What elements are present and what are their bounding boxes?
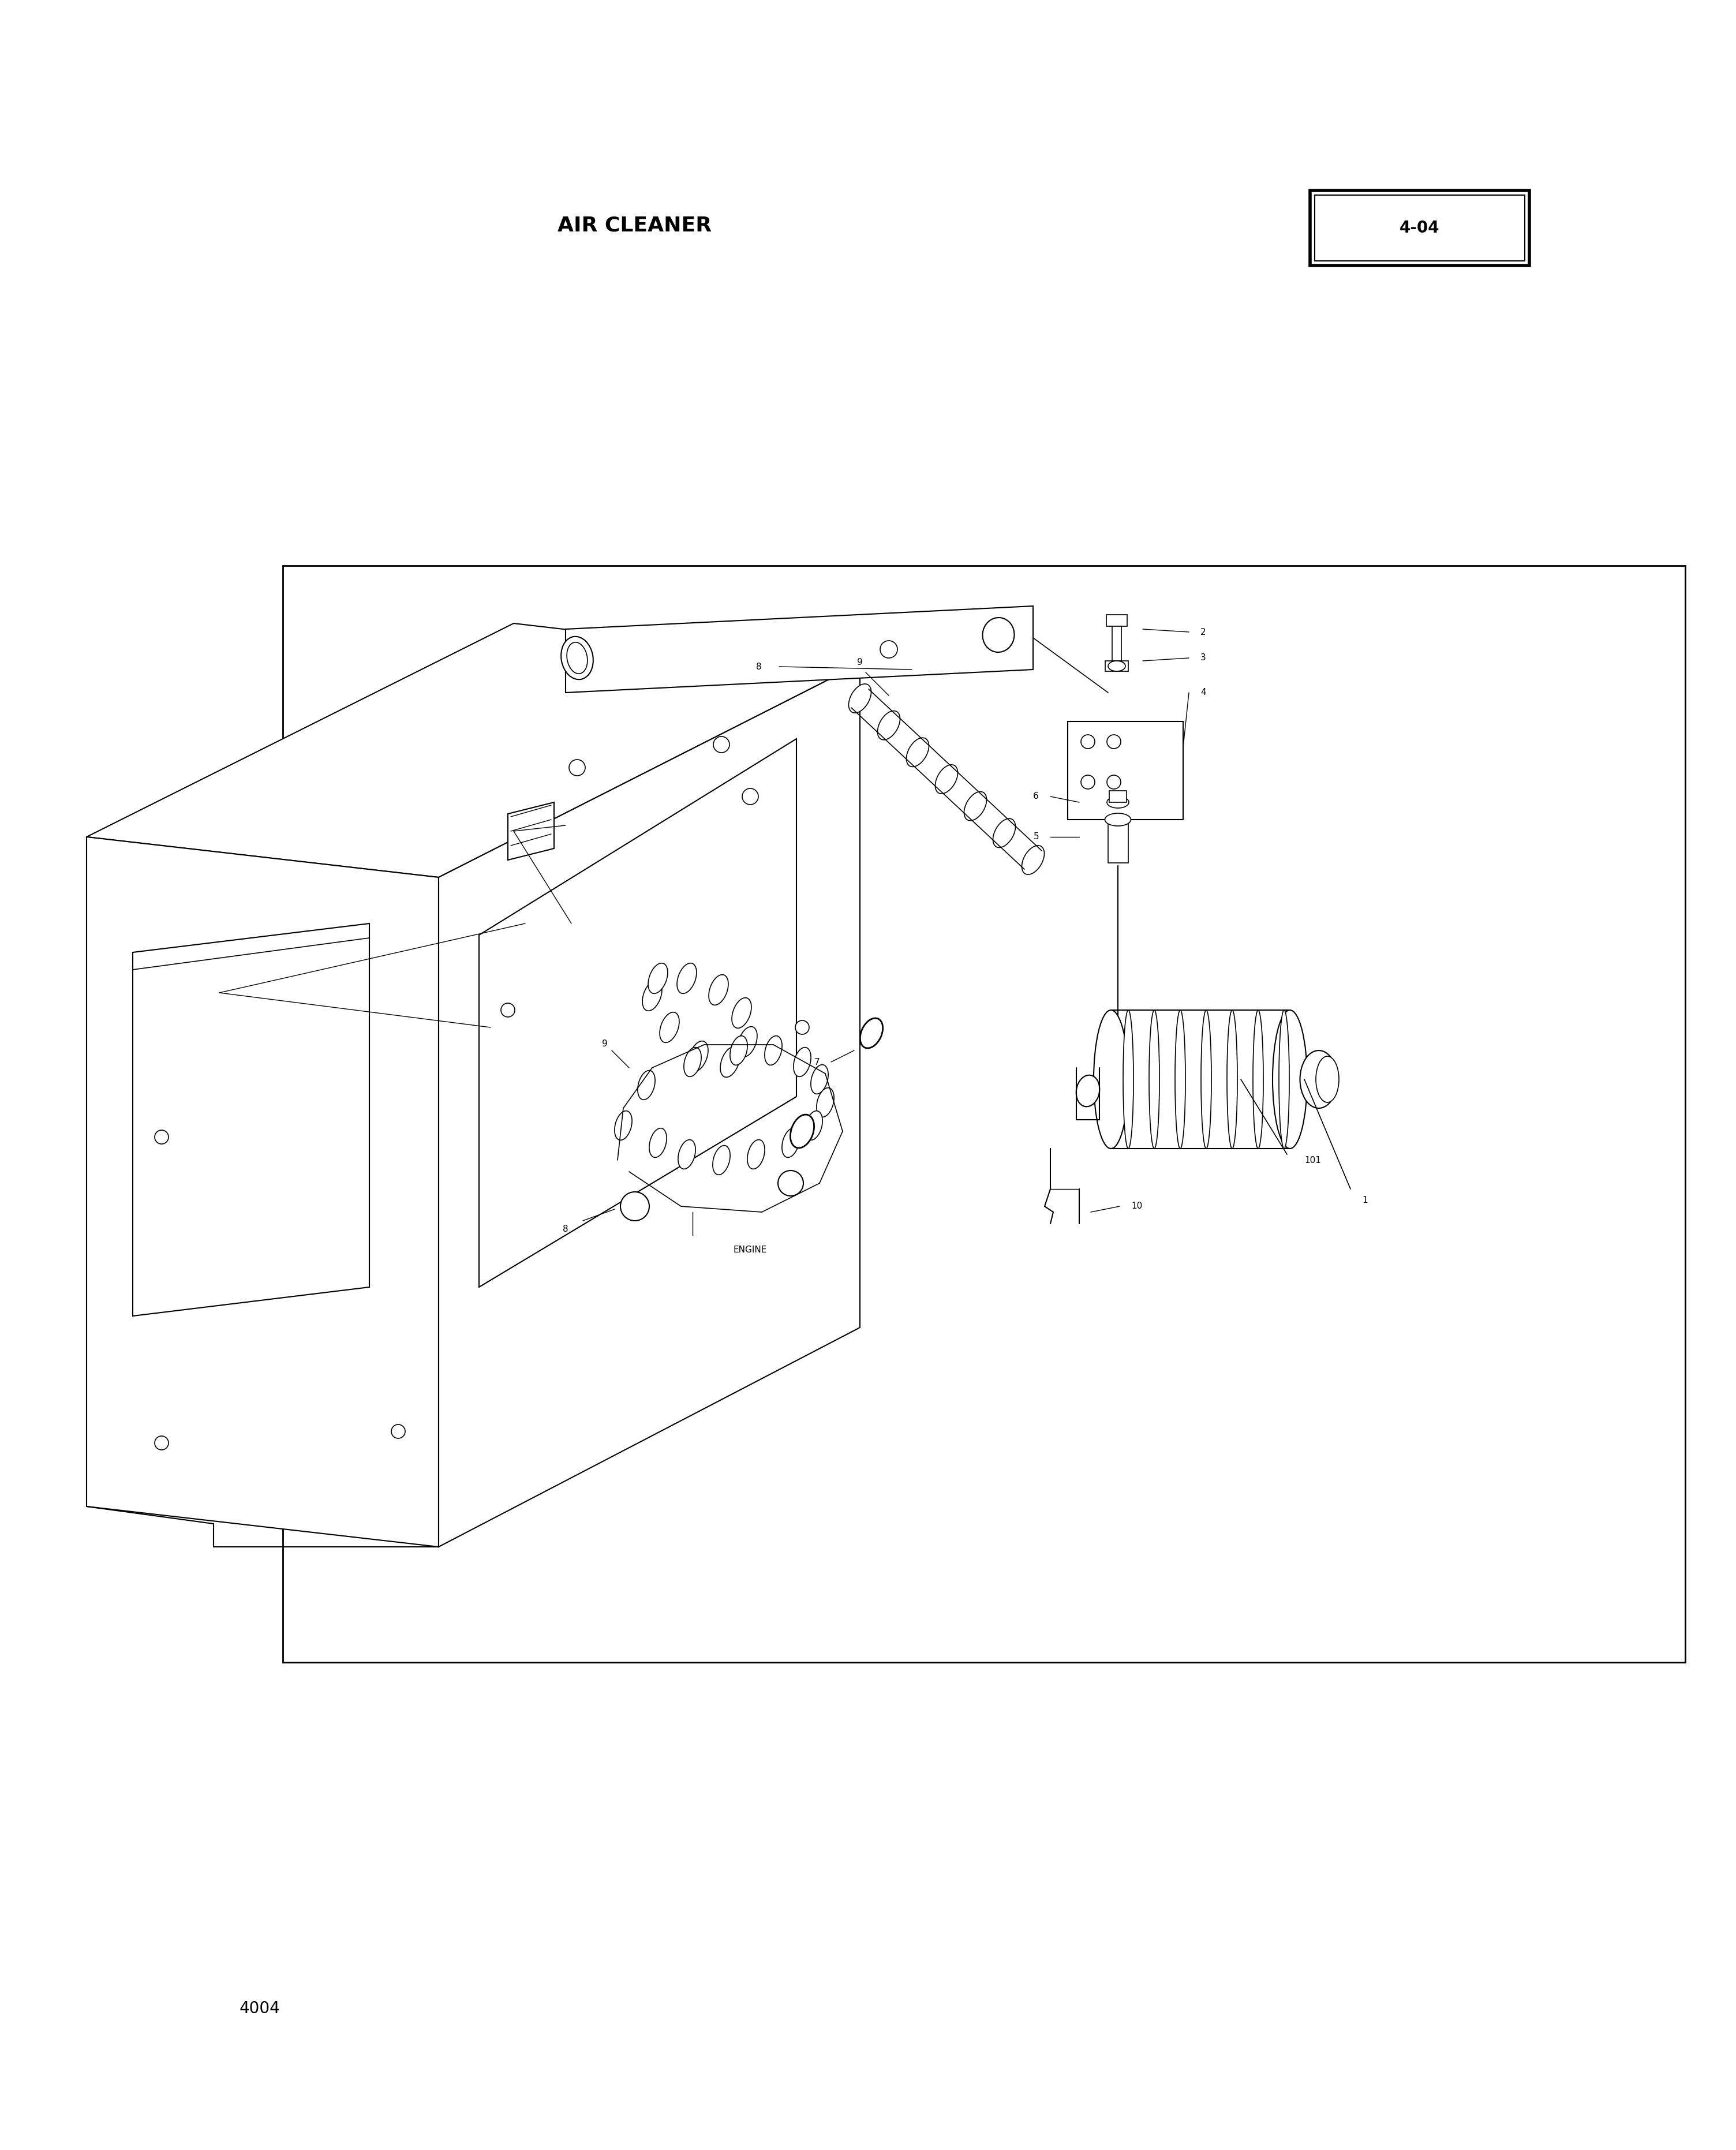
Ellipse shape bbox=[568, 643, 587, 673]
Ellipse shape bbox=[746, 1140, 766, 1170]
Ellipse shape bbox=[1149, 1011, 1160, 1148]
Bar bbox=[1109, 791, 1127, 802]
Ellipse shape bbox=[1201, 1011, 1212, 1148]
Ellipse shape bbox=[811, 1064, 828, 1094]
Circle shape bbox=[713, 737, 729, 753]
Ellipse shape bbox=[684, 1047, 701, 1077]
Circle shape bbox=[795, 1021, 809, 1034]
Circle shape bbox=[1082, 776, 1095, 789]
Ellipse shape bbox=[1253, 1011, 1264, 1148]
Text: 7: 7 bbox=[814, 1058, 819, 1066]
Text: 10: 10 bbox=[1132, 1202, 1142, 1210]
Text: 4: 4 bbox=[1200, 688, 1207, 697]
Ellipse shape bbox=[1300, 1051, 1337, 1107]
Text: AIR CLEANER: AIR CLEANER bbox=[557, 215, 712, 234]
Circle shape bbox=[1082, 735, 1095, 748]
Text: 2: 2 bbox=[1200, 628, 1207, 636]
Ellipse shape bbox=[679, 1140, 696, 1170]
Ellipse shape bbox=[764, 1036, 783, 1064]
Text: 9: 9 bbox=[602, 1038, 608, 1047]
Circle shape bbox=[391, 1425, 404, 1438]
Ellipse shape bbox=[877, 712, 899, 740]
Ellipse shape bbox=[1094, 1011, 1128, 1148]
Ellipse shape bbox=[738, 1026, 757, 1058]
Ellipse shape bbox=[713, 1146, 731, 1174]
Circle shape bbox=[155, 1436, 168, 1449]
Polygon shape bbox=[439, 664, 859, 1546]
Bar bbox=[1106, 615, 1127, 626]
Bar bbox=[1311, 191, 1529, 264]
Ellipse shape bbox=[849, 684, 871, 714]
Ellipse shape bbox=[963, 791, 986, 821]
Circle shape bbox=[1108, 776, 1121, 789]
Circle shape bbox=[743, 789, 759, 804]
Circle shape bbox=[155, 1131, 168, 1144]
Ellipse shape bbox=[615, 1112, 632, 1140]
Ellipse shape bbox=[637, 1071, 654, 1101]
Ellipse shape bbox=[649, 1129, 667, 1157]
Ellipse shape bbox=[677, 963, 696, 993]
Text: 3: 3 bbox=[1200, 654, 1207, 662]
Polygon shape bbox=[479, 740, 797, 1288]
Ellipse shape bbox=[1076, 1075, 1099, 1107]
Circle shape bbox=[569, 759, 585, 776]
Polygon shape bbox=[566, 606, 1033, 692]
Ellipse shape bbox=[642, 980, 661, 1011]
Ellipse shape bbox=[906, 737, 929, 768]
Polygon shape bbox=[87, 836, 439, 1546]
Text: 5: 5 bbox=[1033, 832, 1038, 841]
Ellipse shape bbox=[1108, 660, 1125, 671]
Ellipse shape bbox=[708, 974, 729, 1004]
Polygon shape bbox=[132, 925, 370, 1316]
Polygon shape bbox=[509, 802, 554, 860]
Ellipse shape bbox=[1175, 1011, 1186, 1148]
Ellipse shape bbox=[1227, 1011, 1238, 1148]
Ellipse shape bbox=[859, 1019, 884, 1049]
Bar bbox=[1314, 196, 1524, 260]
Circle shape bbox=[502, 1004, 516, 1017]
Ellipse shape bbox=[648, 963, 668, 993]
Circle shape bbox=[778, 1170, 804, 1195]
Circle shape bbox=[1108, 735, 1121, 748]
Text: 9: 9 bbox=[858, 658, 863, 667]
Text: 1: 1 bbox=[1363, 1195, 1368, 1204]
Ellipse shape bbox=[1123, 1011, 1134, 1148]
Ellipse shape bbox=[781, 1129, 799, 1157]
Ellipse shape bbox=[1279, 1011, 1290, 1148]
Text: 4-04: 4-04 bbox=[1399, 219, 1439, 237]
Ellipse shape bbox=[731, 1036, 748, 1064]
Ellipse shape bbox=[561, 636, 594, 679]
Ellipse shape bbox=[790, 1114, 814, 1148]
Text: 8: 8 bbox=[562, 1226, 568, 1234]
Text: 4004: 4004 bbox=[240, 2000, 279, 2017]
Bar bbox=[1106, 660, 1128, 671]
Bar bbox=[1113, 626, 1121, 660]
Ellipse shape bbox=[936, 765, 958, 793]
Text: 6: 6 bbox=[1033, 791, 1038, 800]
Text: 101: 101 bbox=[1304, 1157, 1321, 1165]
Ellipse shape bbox=[1272, 1011, 1307, 1148]
Text: 8: 8 bbox=[757, 662, 762, 671]
Ellipse shape bbox=[660, 1013, 679, 1043]
Circle shape bbox=[880, 641, 898, 658]
Ellipse shape bbox=[1104, 813, 1130, 826]
Bar bbox=[1108, 819, 1128, 862]
Ellipse shape bbox=[689, 1041, 708, 1071]
Ellipse shape bbox=[816, 1088, 833, 1118]
Ellipse shape bbox=[993, 819, 1016, 847]
Polygon shape bbox=[87, 624, 859, 877]
Ellipse shape bbox=[793, 1047, 811, 1077]
Ellipse shape bbox=[983, 617, 1014, 651]
Ellipse shape bbox=[1023, 845, 1045, 875]
Circle shape bbox=[620, 1191, 649, 1221]
Ellipse shape bbox=[1316, 1056, 1338, 1103]
Text: ENGINE: ENGINE bbox=[733, 1245, 767, 1253]
Ellipse shape bbox=[1108, 796, 1128, 808]
Bar bbox=[283, 565, 1686, 1662]
Ellipse shape bbox=[806, 1112, 823, 1140]
Ellipse shape bbox=[733, 998, 752, 1028]
Bar bbox=[1068, 722, 1184, 819]
Ellipse shape bbox=[720, 1047, 740, 1077]
